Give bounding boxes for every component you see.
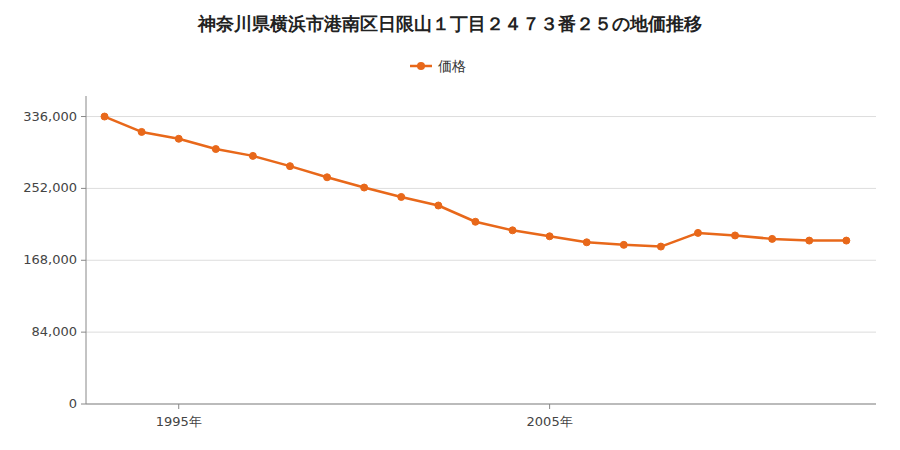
- x-tick-label: 1995年: [156, 414, 202, 429]
- y-grid-line: [86, 116, 876, 117]
- y-grid-line: [86, 260, 876, 261]
- y-tick: [81, 116, 86, 117]
- x-tick: [549, 404, 550, 409]
- y-tick: [81, 332, 86, 333]
- point: [472, 218, 479, 225]
- y-tick-label: 84,000: [32, 324, 78, 339]
- y-grid-line: [86, 404, 876, 405]
- legend-label: 価格: [438, 58, 466, 74]
- point: [694, 229, 701, 236]
- point: [212, 146, 219, 153]
- point: [101, 113, 108, 120]
- y-tick: [81, 260, 86, 261]
- y-axis-line: [86, 96, 87, 404]
- point: [435, 202, 442, 209]
- y-grid-line: [86, 188, 876, 189]
- point: [398, 193, 405, 200]
- point: [657, 243, 664, 250]
- x-axis-line: [86, 404, 876, 405]
- point: [620, 241, 627, 248]
- y-tick-label: 252,000: [23, 180, 77, 195]
- point: [249, 152, 256, 159]
- point: [769, 235, 776, 242]
- x-tick-label: 2005年: [527, 414, 573, 429]
- line: [105, 117, 847, 247]
- point: [361, 184, 368, 191]
- point: [732, 232, 739, 239]
- y-grid-line: [86, 332, 876, 333]
- point: [509, 227, 516, 234]
- plot-data: [101, 113, 850, 250]
- y-tick: [81, 404, 86, 405]
- title: 神奈川県横浜市港南区日限山１丁目２４７３番２５の地価推移: [197, 13, 702, 34]
- point: [546, 233, 553, 240]
- x-tick: [178, 404, 179, 409]
- grid: [86, 117, 876, 404]
- y-tick: [81, 188, 86, 189]
- point: [806, 237, 813, 244]
- point: [175, 135, 182, 142]
- point: [324, 174, 331, 181]
- point: [843, 237, 850, 244]
- y-tick-label: 336,000: [23, 109, 77, 124]
- point: [583, 239, 590, 246]
- legend: 価格: [410, 58, 466, 74]
- chart: 神奈川県横浜市港南区日限山１丁目２４７３番２５の地価推移 0 84,000 168,0…: [0, 0, 900, 450]
- legend-marker: [417, 62, 425, 70]
- y-tick-label: 0: [69, 396, 77, 411]
- axes: 0 84,000 168,000 252,000 336,000 1995年 2005年: [23, 96, 876, 429]
- y-tick-label: 168,000: [23, 252, 77, 267]
- point: [138, 128, 145, 135]
- point: [286, 163, 293, 170]
